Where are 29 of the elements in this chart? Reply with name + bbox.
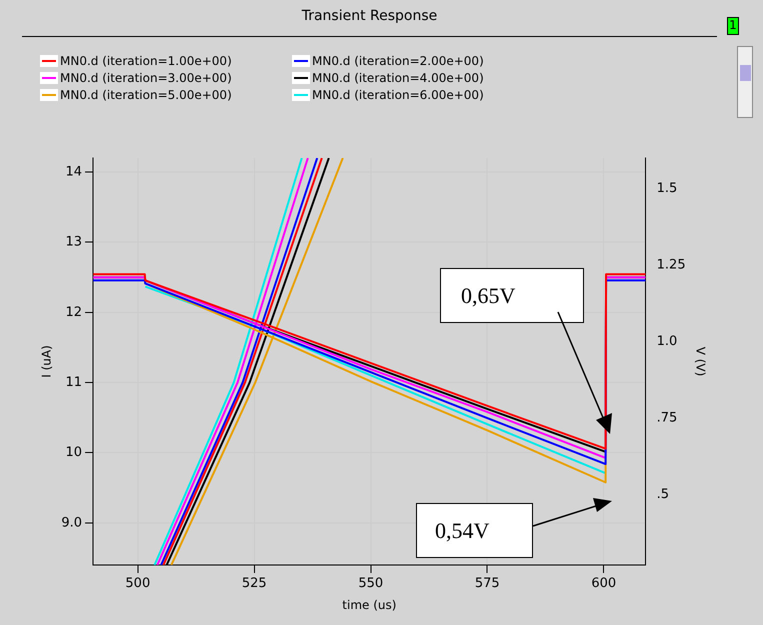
legend-label: MN0.d (iteration=5.00e+00) <box>60 88 232 102</box>
y-tick-label: 13 <box>66 234 82 250</box>
text: 1 <box>727 17 739 35</box>
x-tick-label: 550 <box>358 576 384 592</box>
chart-title: Transient Response <box>300 8 438 24</box>
y-tick-label: 9.0 <box>61 515 82 530</box>
text-box: 0,65V <box>440 268 584 323</box>
x-tick-label: 525 <box>242 576 267 592</box>
legend-label: MN0.d (iteration=2.00e+00) <box>312 54 484 68</box>
y-tick-label: 14 <box>66 164 82 180</box>
x-axis-title: time (us) <box>342 598 396 612</box>
x-tick-label: 600 <box>591 576 616 592</box>
legend-label: MN0.d (iteration=6.00e+00) <box>312 88 484 102</box>
y2-axis-title: V (V) <box>694 346 708 376</box>
x-tick-label: 575 <box>474 576 500 592</box>
y2-tick-label: 1.5 <box>656 180 678 196</box>
y2-tick-label: .75 <box>656 410 678 426</box>
legend-label: MN0.d (iteration=3.00e+00) <box>60 71 232 85</box>
y2-tick-label: 1.25 <box>656 257 686 272</box>
legend-label: MN0.d (iteration=1.00e+00) <box>60 54 232 68</box>
text-box: 0,54V <box>416 503 533 558</box>
y2-tick-label: 1.0 <box>656 334 678 349</box>
x-tick-label: 500 <box>125 576 150 592</box>
y-axis-title: I (uA) <box>39 345 54 378</box>
y-tick-label: 11 <box>66 374 82 390</box>
y2-tick-label: .5 <box>656 486 670 502</box>
y-tick-label: 12 <box>66 304 82 320</box>
y-tick-label: 10 <box>66 445 82 460</box>
legend-label: MN0.d (iteration=4.00e+00) <box>312 71 484 85</box>
